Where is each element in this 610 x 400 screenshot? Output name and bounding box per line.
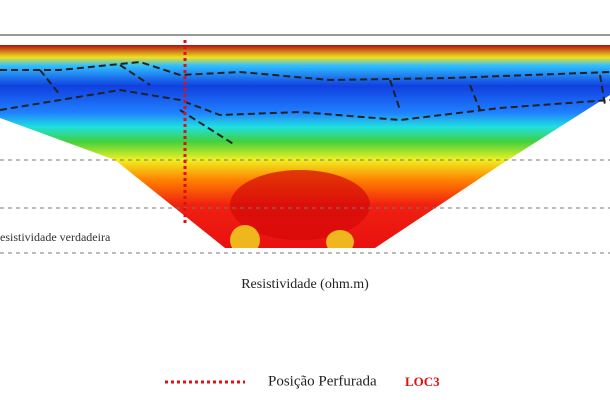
section-note: esistividade verdadeira xyxy=(0,230,111,244)
depth-lines xyxy=(0,159,610,254)
legend-label: Posição Perfurada xyxy=(268,373,377,389)
interfaces xyxy=(0,60,610,146)
legend-tag: LOC3 xyxy=(405,374,440,389)
section xyxy=(0,45,610,248)
colorbar-title: Resistividade (ohm.m) xyxy=(241,277,369,292)
